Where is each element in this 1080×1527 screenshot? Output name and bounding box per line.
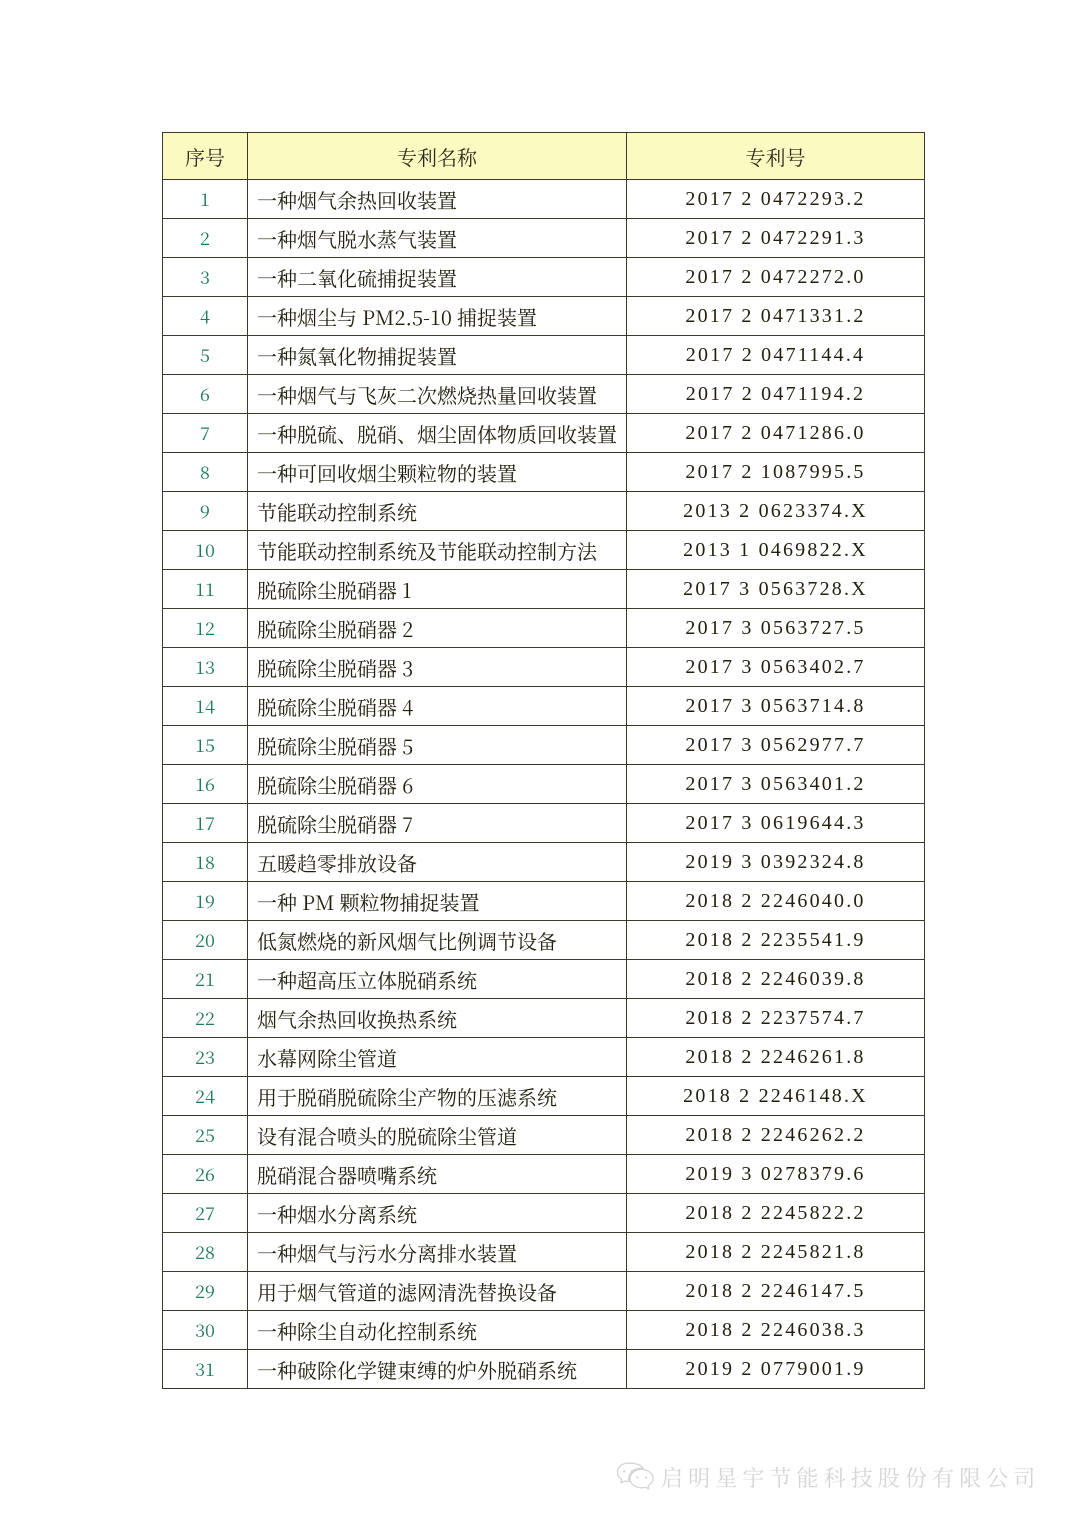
- svg-text:启明星宇节能科技股份有限公司: 启明星宇节能科技股份有限公司: [661, 1462, 1040, 1493]
